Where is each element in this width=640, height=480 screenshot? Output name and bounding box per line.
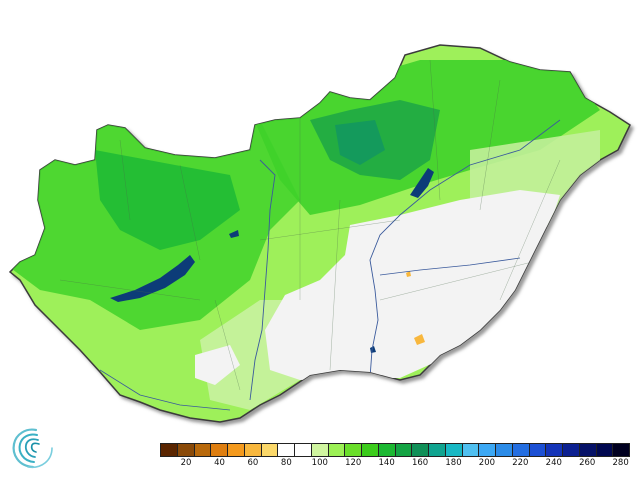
dark-green-zone-northwest <box>95 150 240 250</box>
legend-tick-label: 120 <box>345 458 362 468</box>
legend-swatch <box>311 444 329 456</box>
legend-swatch <box>512 444 530 456</box>
river-drava <box>99 369 231 411</box>
lake-tisza <box>410 168 434 198</box>
legend-swatch <box>228 444 245 456</box>
legend-tick-label: 240 <box>545 458 562 468</box>
legend-swatch <box>177 444 195 456</box>
river-tisza <box>369 119 561 379</box>
legend-tick-label: 180 <box>445 458 462 468</box>
legend-tick-label: 80 <box>280 458 292 468</box>
legend-swatch <box>462 444 480 456</box>
county-borders <box>59 59 561 391</box>
color-scale-legend: 2040608010012014016018020022024026028030… <box>160 443 630 473</box>
legend-swatch <box>378 444 396 456</box>
hungary-country-shape <box>9 44 631 423</box>
legend-swatch <box>295 444 312 456</box>
legend-swatch <box>496 444 513 456</box>
legend-tick-label: 140 <box>378 458 395 468</box>
legend-tick-label: 260 <box>579 458 596 468</box>
legend-swatch <box>328 444 346 456</box>
legend-swatch <box>445 444 463 456</box>
legend-tick-label: 20 <box>180 458 192 468</box>
legend-swatch <box>395 444 413 456</box>
legend-swatch <box>278 444 295 456</box>
legend-swatch <box>579 444 597 456</box>
legend-tick-label: 100 <box>311 458 328 468</box>
legend-tick-label: 280 <box>612 458 629 468</box>
color-scale-bar <box>160 443 630 457</box>
teal-zone-north <box>335 120 385 165</box>
river-koros <box>379 257 521 276</box>
lake-balaton <box>110 255 195 302</box>
orange-spot-southeast <box>414 334 425 345</box>
color-scale-ticks: 2040608010012014016018020022024026028030… <box>160 458 630 470</box>
legend-swatch <box>412 444 429 456</box>
legend-swatch <box>529 444 547 456</box>
lake-velence <box>229 230 239 238</box>
legend-swatch <box>362 444 379 456</box>
legend-tick-label: 40 <box>214 458 225 468</box>
dry-zone-great-plain <box>265 190 560 380</box>
legend-swatch <box>345 444 362 456</box>
legend-swatch <box>479 444 496 456</box>
legend-tick-label: 60 <box>247 458 259 468</box>
legend-tick-label: 160 <box>411 458 429 468</box>
legend-swatch <box>261 444 279 456</box>
legend-tick-label: 220 <box>512 458 529 468</box>
legend-tick-label: 200 <box>478 458 496 468</box>
legend-swatch <box>613 444 629 456</box>
legend-swatch <box>161 444 178 456</box>
dry-zone-southwest <box>195 345 240 385</box>
legend-swatch <box>244 444 262 456</box>
legend-swatch <box>211 444 228 456</box>
orange-spot-east <box>406 271 411 277</box>
legend-swatch <box>429 444 446 456</box>
legend-swatch <box>596 444 614 456</box>
legend-swatch <box>194 444 212 456</box>
legend-swatch <box>563 444 580 456</box>
river-danube <box>249 159 276 401</box>
legend-swatch <box>546 444 563 456</box>
wave-swirl-logo <box>12 428 53 469</box>
